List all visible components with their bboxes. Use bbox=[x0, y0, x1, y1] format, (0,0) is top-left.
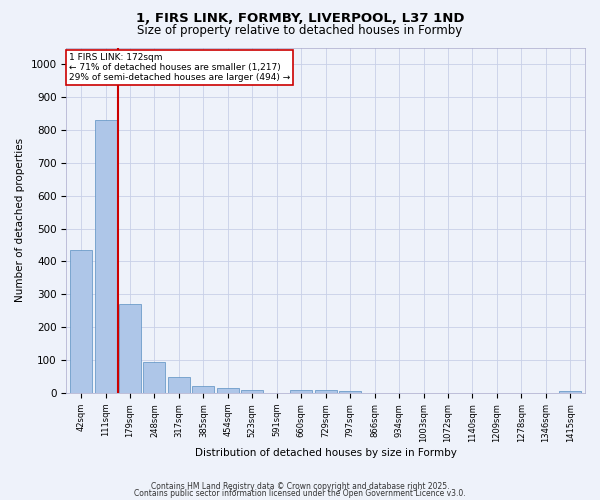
Text: 1, FIRS LINK, FORMBY, LIVERPOOL, L37 1ND: 1, FIRS LINK, FORMBY, LIVERPOOL, L37 1ND bbox=[136, 12, 464, 26]
Bar bbox=[217, 388, 239, 393]
Bar bbox=[143, 362, 166, 393]
Text: Contains public sector information licensed under the Open Government Licence v3: Contains public sector information licen… bbox=[134, 490, 466, 498]
Text: Size of property relative to detached houses in Formby: Size of property relative to detached ho… bbox=[137, 24, 463, 37]
Bar bbox=[95, 120, 116, 393]
Bar bbox=[314, 390, 337, 393]
Bar bbox=[193, 386, 214, 393]
Y-axis label: Number of detached properties: Number of detached properties bbox=[15, 138, 25, 302]
Text: 1 FIRS LINK: 172sqm
← 71% of detached houses are smaller (1,217)
29% of semi-det: 1 FIRS LINK: 172sqm ← 71% of detached ho… bbox=[69, 52, 290, 82]
Bar bbox=[119, 304, 141, 393]
Bar bbox=[168, 376, 190, 393]
Bar bbox=[241, 390, 263, 393]
Bar bbox=[70, 250, 92, 393]
Bar bbox=[559, 392, 581, 393]
Text: Contains HM Land Registry data © Crown copyright and database right 2025.: Contains HM Land Registry data © Crown c… bbox=[151, 482, 449, 491]
Bar bbox=[339, 392, 361, 393]
X-axis label: Distribution of detached houses by size in Formby: Distribution of detached houses by size … bbox=[195, 448, 457, 458]
Bar bbox=[290, 390, 312, 393]
